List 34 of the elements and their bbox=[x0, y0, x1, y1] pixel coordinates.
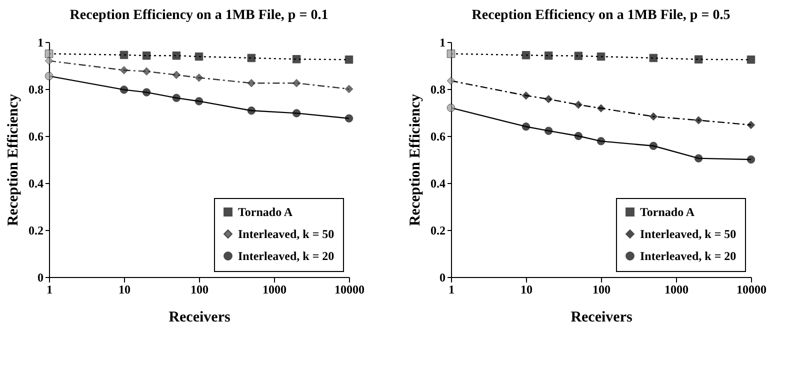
chart-title: Reception Efficiency on a 1MB File, p = 0.1 bbox=[70, 8, 328, 23]
x-tick-label: 1000 bbox=[262, 282, 286, 296]
y-tick-label: 0 bbox=[38, 270, 44, 284]
y-tick-label: 0.6 bbox=[430, 130, 446, 144]
y-tick-label: 0.2 bbox=[430, 224, 446, 238]
x-axis-title: Receivers bbox=[570, 310, 632, 326]
chart-title: Reception Efficiency on a 1MB File, p = 0.5 bbox=[472, 8, 730, 23]
x-tick-label: 100 bbox=[592, 282, 610, 296]
y-tick-label: 0.6 bbox=[28, 130, 44, 144]
y-tick-label: 1 bbox=[38, 36, 44, 50]
y-tick-label: 0.4 bbox=[28, 176, 44, 190]
legend-label: Tornado A bbox=[640, 205, 695, 219]
legend-label: Interleaved, k = 50 bbox=[640, 227, 736, 241]
x-tick-label: 1 bbox=[46, 282, 52, 296]
x-tick-label: 10 bbox=[520, 282, 532, 296]
x-tick-label: 10 bbox=[118, 282, 130, 296]
y-tick-label: 0 bbox=[440, 270, 446, 284]
y-axis-title: Reception Efficiency bbox=[6, 93, 22, 226]
y-tick-label: 0.8 bbox=[430, 82, 446, 96]
legend-label: Tornado A bbox=[238, 205, 293, 219]
x-tick-label: 10000 bbox=[334, 282, 364, 296]
legend-label: Interleaved, k = 20 bbox=[238, 249, 334, 263]
y-axis-title: Reception Efficiency bbox=[408, 93, 424, 226]
y-tick-label: 0.2 bbox=[28, 224, 44, 238]
y-tick-label: 0.8 bbox=[28, 82, 44, 96]
legend-label: Interleaved, k = 50 bbox=[238, 227, 334, 241]
y-tick-label: 1 bbox=[440, 36, 446, 50]
legend-label: Interleaved, k = 20 bbox=[640, 249, 736, 263]
x-tick-label: 1000 bbox=[664, 282, 688, 296]
y-tick-label: 0.4 bbox=[430, 176, 446, 190]
x-tick-label: 10000 bbox=[736, 282, 766, 296]
x-axis-title: Receivers bbox=[168, 310, 230, 326]
x-tick-label: 1 bbox=[448, 282, 454, 296]
x-tick-label: 100 bbox=[190, 282, 208, 296]
